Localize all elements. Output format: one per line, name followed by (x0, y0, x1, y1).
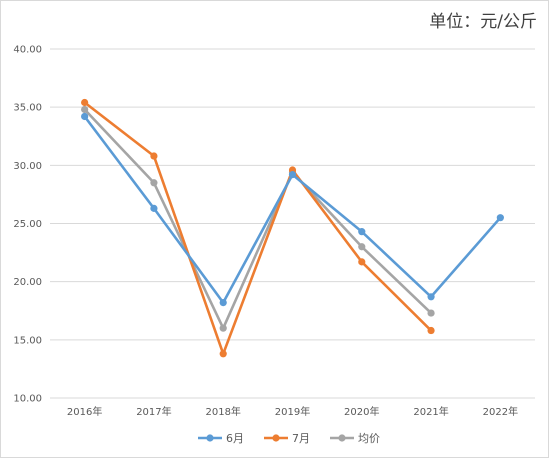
legend-label: 6月 (226, 432, 244, 445)
data-point (150, 179, 158, 187)
gridlines (50, 48, 535, 399)
legend-item[interactable]: 6月 (198, 432, 244, 445)
legend-label: 均价 (358, 432, 380, 445)
series-layer (81, 98, 504, 358)
legend-swatch-marker (206, 434, 214, 442)
y-tick-label: 25.00 (13, 219, 42, 230)
series-line (83, 101, 433, 356)
data-point (81, 98, 89, 107)
x-tick-label: 2020年 (344, 405, 379, 418)
data-point (219, 299, 227, 307)
unit-label: 单位：元/公斤 (429, 12, 537, 32)
legend: 6月 7月 均价 (198, 432, 380, 445)
data-point (496, 214, 504, 222)
x-tick-label: 2021年 (413, 405, 448, 418)
x-tick-label: 2019年 (275, 405, 310, 418)
y-tick-label: 15.00 (13, 335, 42, 346)
legend-item[interactable]: 7月 (264, 432, 310, 445)
x-tick-label: 2017年 (136, 405, 171, 418)
legend-swatch-marker (338, 434, 346, 442)
data-point (81, 105, 89, 114)
y-tick-label: 40.00 (13, 45, 42, 56)
series-line (83, 115, 502, 304)
series-1 (81, 98, 435, 358)
y-tick-label: 20.00 (13, 277, 42, 288)
data-point (358, 228, 366, 236)
data-point (427, 309, 435, 317)
data-point (427, 326, 435, 335)
y-tick-label: 30.00 (13, 161, 42, 172)
data-point (288, 171, 297, 179)
data-point (358, 258, 366, 266)
y-tick-label: 10.00 (13, 394, 42, 405)
data-point (150, 204, 158, 212)
data-point (219, 350, 227, 358)
data-point (219, 324, 227, 332)
legend-item[interactable]: 均价 (330, 432, 380, 445)
y-tick-label: 35.00 (13, 103, 42, 114)
x-tick-label: 2022年 (483, 405, 518, 418)
legend-swatch-marker (272, 434, 280, 442)
data-point (427, 293, 435, 301)
data-point (81, 112, 89, 121)
x-axis-ticks: 2016年 2017年 2018年 2019年 2020年 2021年 2022年 (67, 405, 518, 418)
series-0 (81, 112, 504, 307)
x-tick-label: 2016年 (67, 405, 102, 418)
data-point (150, 152, 158, 160)
y-axis-ticks: 10.00 15.00 20.00 25.00 30.00 35.00 40.00 (13, 45, 42, 405)
x-tick-label: 2018年 (205, 405, 240, 418)
legend-label: 7月 (292, 432, 310, 445)
series-line (83, 108, 433, 330)
data-point (358, 243, 366, 251)
